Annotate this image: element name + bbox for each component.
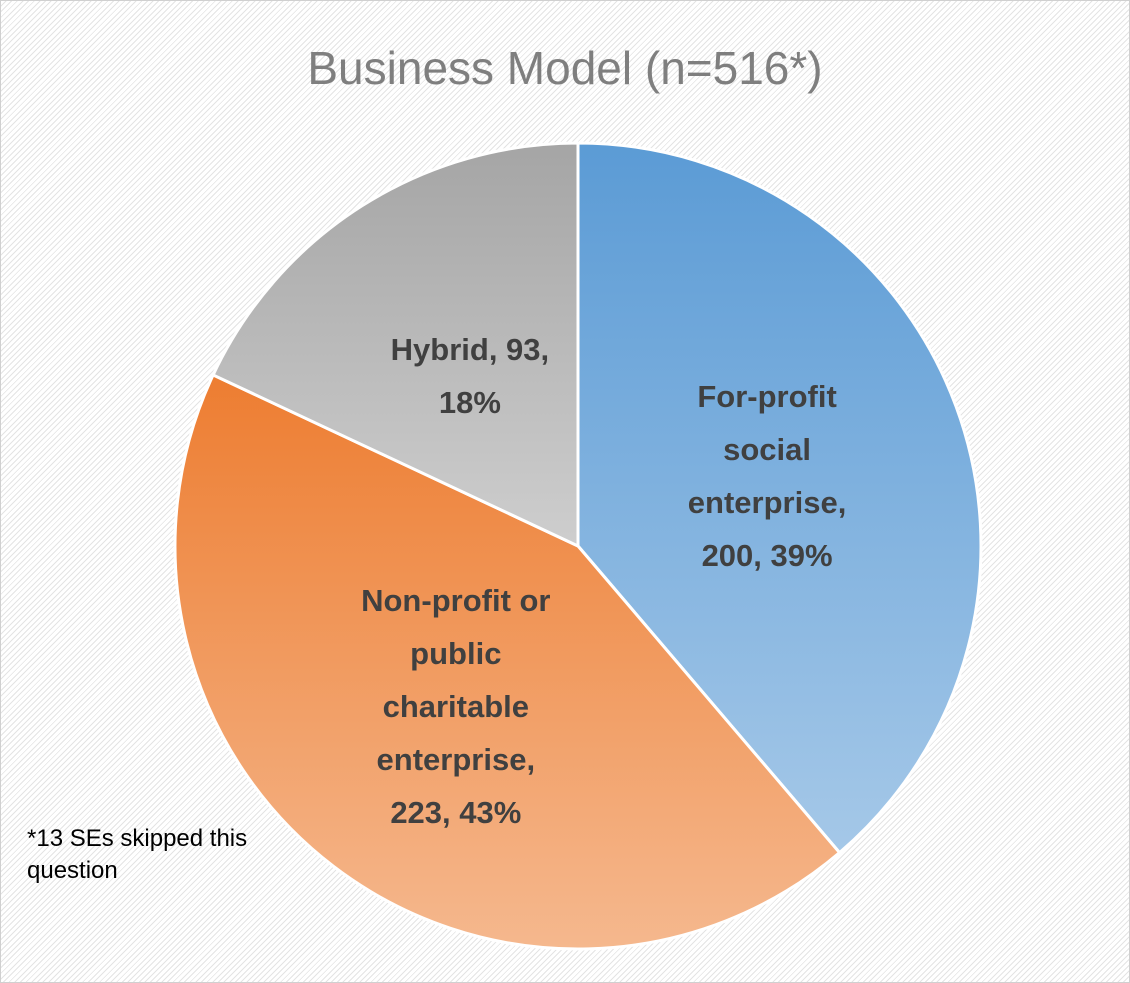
pie-slice (173, 373, 842, 951)
footnote: *13 SEs skipped this question (27, 825, 248, 884)
pie-slice (211, 141, 580, 548)
chart-title: Business Model (n=516*) (307, 42, 823, 94)
data-label: Hybrid, 93, 18% (390, 331, 550, 420)
data-label: For-profit social enterprise, 200, 39% (687, 379, 847, 574)
data-label: Non-profit or public charitable enterpri… (361, 582, 551, 830)
pie-slice (576, 141, 983, 855)
